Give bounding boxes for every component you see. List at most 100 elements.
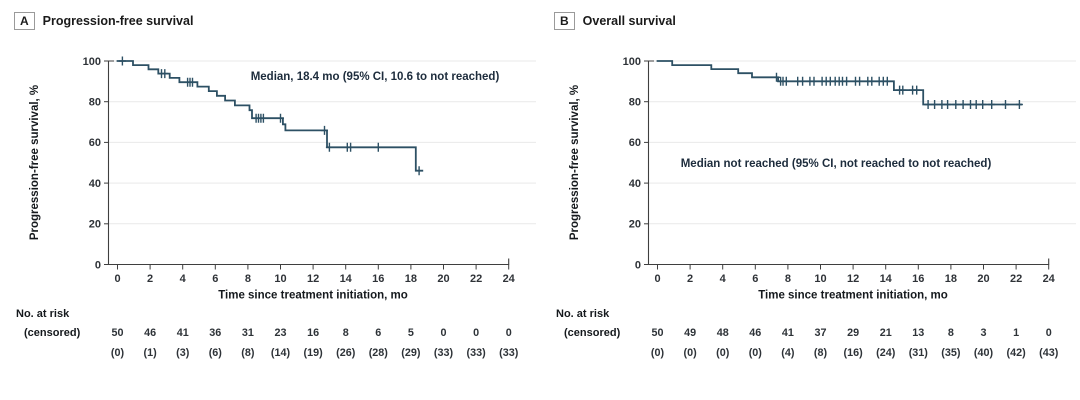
y-tick-label: 20 bbox=[629, 219, 641, 231]
y-tick-label: 40 bbox=[629, 178, 641, 190]
censored-value: (14) bbox=[271, 347, 291, 359]
censor-mark bbox=[843, 76, 851, 86]
risk-value: 1 bbox=[1013, 327, 1019, 339]
x-tick-label: 4 bbox=[180, 273, 187, 285]
x-tick-label: 24 bbox=[1043, 273, 1056, 285]
y-tick-label: 0 bbox=[95, 259, 101, 271]
risk-value: 21 bbox=[880, 327, 892, 339]
risk-value: 49 bbox=[684, 327, 696, 339]
censored-value: (4) bbox=[781, 347, 795, 359]
panel-a-title-row: A Progression-free survival bbox=[14, 12, 193, 30]
censor-mark bbox=[944, 100, 952, 109]
censored-value: (16) bbox=[843, 347, 863, 359]
y-tick-label: 80 bbox=[89, 97, 101, 109]
censor-mark bbox=[189, 77, 196, 87]
censor-mark bbox=[924, 100, 932, 109]
x-tick-label: 8 bbox=[245, 273, 251, 285]
censor-mark bbox=[979, 100, 987, 109]
risk-value: 6 bbox=[375, 327, 381, 339]
risk-value: 48 bbox=[717, 327, 729, 339]
x-tick-label: 12 bbox=[847, 273, 859, 285]
risk-value: 0 bbox=[440, 327, 446, 339]
x-tick-label: 16 bbox=[372, 273, 384, 285]
censor-mark bbox=[868, 76, 876, 86]
risk-table-label: No. at risk bbox=[556, 308, 610, 320]
risk-value: 29 bbox=[847, 327, 859, 339]
risk-value: 0 bbox=[1046, 327, 1052, 339]
censor-mark bbox=[810, 76, 818, 86]
km-curve bbox=[116, 60, 424, 172]
censor-mark bbox=[952, 100, 960, 109]
risk-value: 37 bbox=[814, 327, 826, 339]
risk-value: 31 bbox=[242, 327, 254, 339]
censor-mark bbox=[913, 85, 921, 95]
censored-value: (0) bbox=[716, 347, 730, 359]
y-tick-label: 40 bbox=[89, 178, 101, 190]
censored-value: (40) bbox=[974, 347, 994, 359]
risk-value: 46 bbox=[144, 327, 156, 339]
km-curve bbox=[656, 60, 1022, 106]
censored-value: (42) bbox=[1006, 347, 1026, 359]
censored-value: (43) bbox=[1039, 347, 1059, 359]
censor-mark bbox=[325, 142, 333, 152]
panel-b-title-row: B Overall survival bbox=[554, 12, 676, 30]
risk-value: 23 bbox=[274, 327, 286, 339]
y-tick-label: 60 bbox=[89, 137, 101, 149]
x-axis-title: Time since treatment initiation, mo bbox=[758, 290, 948, 302]
y-tick-label: 100 bbox=[83, 56, 101, 68]
panel-overall-survival: B Overall survival 0 20 40 60 80 100 0 2 4 6 8 10 12… bbox=[540, 0, 1080, 400]
y-tick-label: 80 bbox=[629, 97, 641, 109]
x-tick-label: 18 bbox=[405, 273, 417, 285]
x-tick-label: 6 bbox=[752, 273, 758, 285]
x-tick-label: 22 bbox=[1010, 273, 1022, 285]
censor-mark bbox=[972, 100, 980, 109]
risk-value: 41 bbox=[782, 327, 794, 339]
panel-b-heading: Overall survival bbox=[582, 14, 676, 28]
censor-mark bbox=[415, 166, 423, 176]
censored-table-label: (censored) bbox=[24, 327, 81, 339]
censor-mark bbox=[374, 142, 382, 152]
y-tick-label: 0 bbox=[635, 259, 641, 271]
censored-value: (24) bbox=[876, 347, 896, 359]
x-tick-label: 16 bbox=[912, 273, 924, 285]
risk-value: 50 bbox=[651, 327, 663, 339]
y-axis-title: Progression-free survival, % bbox=[29, 85, 41, 240]
x-tick-label: 10 bbox=[274, 273, 286, 285]
y-tick-label: 100 bbox=[623, 56, 641, 68]
x-tick-label: 12 bbox=[307, 273, 319, 285]
censor-mark bbox=[782, 76, 790, 86]
censor-mark bbox=[161, 69, 169, 79]
x-tick-label: 24 bbox=[503, 273, 516, 285]
censor-mark bbox=[347, 142, 355, 152]
censor-mark bbox=[1002, 100, 1009, 109]
x-tick-label: 14 bbox=[880, 273, 893, 285]
x-tick-label: 18 bbox=[945, 273, 957, 285]
censor-mark bbox=[931, 100, 939, 109]
risk-value: 50 bbox=[111, 327, 123, 339]
x-tick-label: 20 bbox=[977, 273, 989, 285]
panel-progression-free-survival: A Progression-free survival 0 20 40 60 80 100… bbox=[14, 12, 536, 359]
censor-mark bbox=[883, 76, 891, 86]
censor-mark bbox=[277, 113, 284, 123]
censor-mark bbox=[259, 113, 267, 123]
y-tick-label: 60 bbox=[629, 137, 641, 149]
censored-value: (8) bbox=[814, 347, 828, 359]
axis-frame bbox=[107, 60, 510, 266]
x-tick-label: 8 bbox=[785, 273, 791, 285]
censor-mark bbox=[799, 76, 807, 86]
censor-mark bbox=[1015, 100, 1023, 109]
y-axis-title: Progression-free survival, % bbox=[569, 85, 581, 240]
risk-value: 46 bbox=[749, 327, 761, 339]
panel-b-letter-badge: B bbox=[554, 12, 575, 30]
x-tick-label: 2 bbox=[147, 273, 153, 285]
risk-value: 8 bbox=[948, 327, 954, 339]
censored-value: (1) bbox=[143, 347, 157, 359]
x-axis-title: Time since treatment initiation, mo bbox=[218, 290, 408, 302]
risk-value: 16 bbox=[307, 327, 319, 339]
censored-value: (0) bbox=[651, 347, 665, 359]
panel-a-heading: Progression-free survival bbox=[42, 14, 194, 28]
censored-value: (33) bbox=[499, 347, 519, 359]
